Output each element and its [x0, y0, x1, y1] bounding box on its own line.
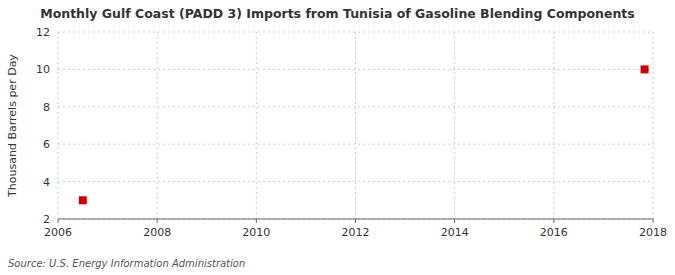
- x-tick-label: 2014: [441, 226, 469, 239]
- point: [641, 65, 649, 73]
- point: [79, 196, 87, 204]
- y-tick-label: 6: [43, 138, 50, 151]
- x-tick: [553, 219, 554, 223]
- y-tick-label: 12: [36, 26, 50, 39]
- source: Source: U.S. Energy Information Administ…: [8, 258, 245, 269]
- grid: [58, 32, 653, 219]
- x-tick: [58, 219, 59, 223]
- x-grid-line: [256, 32, 257, 219]
- x-grid-line: [355, 32, 356, 219]
- points: [79, 65, 649, 204]
- chart-container: Monthly Gulf Coast (PADD 3) Imports from…: [0, 0, 675, 275]
- y-tick-label: 8: [43, 101, 50, 114]
- x-tick: [454, 219, 455, 223]
- chart-svg: Monthly Gulf Coast (PADD 3) Imports from…: [0, 0, 675, 275]
- x-tick-label: 2010: [242, 226, 270, 239]
- x-tick-label: 2008: [143, 226, 171, 239]
- x-grid-line: [653, 32, 654, 219]
- y-grid-line: [58, 69, 653, 70]
- y-tick-label: 4: [43, 176, 50, 189]
- x-tick: [256, 219, 257, 223]
- x-tick-label: 2016: [540, 226, 568, 239]
- x-grid-line: [454, 32, 455, 219]
- x-grid-line: [58, 32, 59, 219]
- y-tick-label: 2: [43, 213, 50, 226]
- x-tick-label: 2018: [639, 226, 667, 239]
- x-tick: [355, 219, 356, 223]
- y-grid-line: [58, 219, 653, 220]
- x-tick: [157, 219, 158, 223]
- y-grid-line: [58, 181, 653, 182]
- title: Monthly Gulf Coast (PADD 3) Imports from…: [40, 6, 635, 21]
- x-tick-label: 2012: [342, 226, 370, 239]
- y-axis-label: Thousand Barrels per Day: [6, 54, 19, 198]
- x-tick: [653, 219, 654, 223]
- x-grid-line: [157, 32, 158, 219]
- x-tick-label: 2006: [44, 226, 72, 239]
- x-axis-line: [58, 219, 653, 220]
- x-grid-line: [553, 32, 554, 219]
- y-tick-label: 10: [36, 63, 50, 76]
